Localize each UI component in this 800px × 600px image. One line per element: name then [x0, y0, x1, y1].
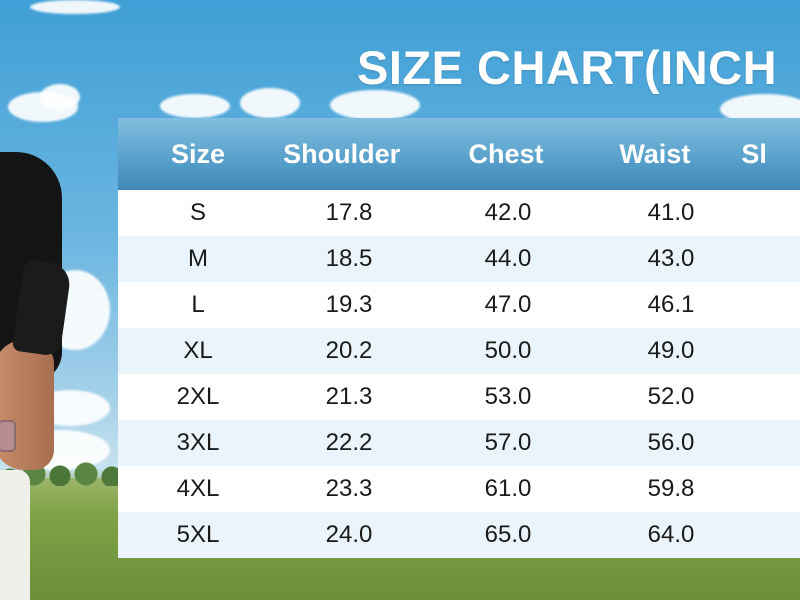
cloud: [30, 0, 120, 14]
chest-cell: 50.0: [484, 337, 532, 364]
table-row: L 19.3 47.0 46.1: [118, 282, 800, 328]
shoulder-cell: 20.2: [325, 337, 373, 364]
table-row: 3XL 22.2 57.0 56.0: [118, 420, 800, 466]
chest-cell: 47.0: [484, 291, 532, 318]
shoulder-cell: 18.5: [325, 245, 373, 272]
model-pants: [0, 470, 30, 600]
model-figure: [0, 0, 80, 600]
cloud: [240, 88, 300, 118]
size-cell: XL: [183, 337, 213, 364]
header-chest: Chest: [468, 138, 544, 169]
size-cell: S: [189, 199, 206, 226]
shoulder-cell: 22.2: [325, 429, 373, 456]
chest-cell: 65.0: [484, 521, 532, 548]
header-size: Size: [171, 138, 226, 169]
table-row: 2XL 21.3 53.0 52.0: [118, 374, 800, 420]
table-row: M 18.5 44.0 43.0: [118, 236, 800, 282]
waist-cell: 59.8: [647, 475, 695, 502]
waist-cell: 49.0: [647, 337, 695, 364]
waist-cell: 43.0: [647, 245, 695, 272]
waist-cell: 52.0: [647, 383, 695, 410]
shoulder-cell: 24.0: [325, 521, 373, 548]
table-header: Size Shoulder Chest Waist Sl: [118, 118, 800, 190]
chest-cell: 44.0: [484, 245, 532, 272]
table-row: 5XL 24.0 65.0 64.0: [118, 512, 800, 558]
table-body: S 17.8 42.0 41.0 M 18.5 44.0 43.0 L 19.3…: [118, 190, 800, 558]
header-shoulder: Shoulder: [283, 138, 401, 169]
chest-cell: 53.0: [484, 383, 532, 410]
shoulder-cell: 19.3: [325, 291, 373, 318]
waist-cell: 56.0: [647, 429, 695, 456]
cloud: [330, 90, 420, 120]
waist-cell: 41.0: [647, 199, 695, 226]
shoulder-cell: 17.8: [325, 199, 373, 226]
cloud: [40, 84, 80, 110]
size-cell: 5XL: [176, 521, 220, 548]
size-cell: 4XL: [176, 475, 220, 502]
waist-cell: 46.1: [647, 291, 695, 318]
size-cell: 2XL: [176, 383, 220, 410]
page-title: SIZE CHART(INCH: [357, 41, 778, 94]
waist-cell: 64.0: [647, 521, 695, 548]
table-row: 4XL 23.3 61.0 59.8: [118, 466, 800, 512]
watch-icon: [0, 420, 16, 452]
chest-cell: 42.0: [484, 199, 532, 226]
header-waist: Waist: [619, 138, 691, 169]
size-cell: L: [191, 291, 205, 318]
shoulder-cell: 23.3: [325, 475, 373, 502]
table-row: XL 20.2 50.0 49.0: [118, 328, 800, 374]
chest-cell: 61.0: [484, 475, 532, 502]
size-cell: 3XL: [176, 429, 220, 456]
table-row: S 17.8 42.0 41.0: [118, 190, 800, 236]
header-sleeve: Sl: [741, 138, 767, 169]
size-cell: M: [188, 245, 208, 272]
cloud: [160, 94, 230, 118]
chest-cell: 57.0: [484, 429, 532, 456]
size-chart-table: Size Shoulder Chest Waist Sl S 17.8 42.0…: [118, 118, 800, 558]
shoulder-cell: 21.3: [325, 383, 373, 410]
